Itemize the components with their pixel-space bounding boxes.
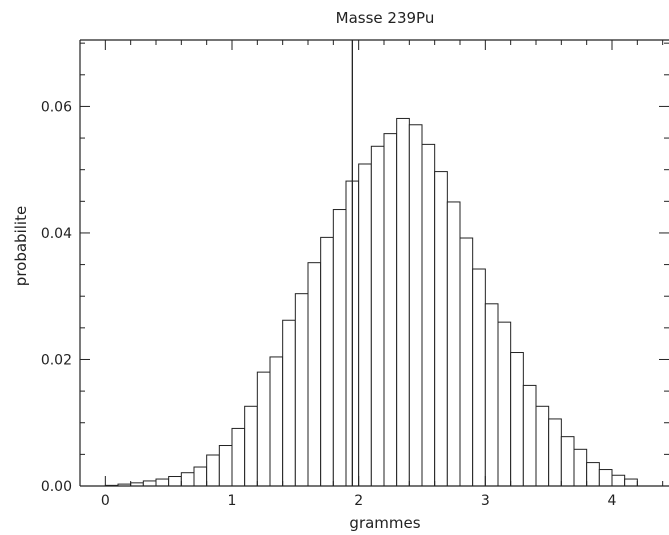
chart-title: Masse 239Pu (336, 9, 435, 27)
histogram-bar (472, 268, 486, 487)
x-tick-label: 3 (481, 493, 490, 509)
histogram-bar (497, 321, 512, 487)
x-tick-label: 2 (354, 493, 363, 509)
axis-ticks (80, 40, 669, 487)
histogram-bar (320, 236, 334, 487)
histogram-bar (218, 445, 233, 487)
histogram-bar (370, 145, 385, 487)
axis-tick-labels: 0 1 2 3 4 0.00 0.02 0.04 0.06 (41, 99, 617, 509)
histogram-bar (560, 436, 575, 487)
histogram-bar (206, 454, 220, 487)
histogram-bar (586, 462, 600, 487)
histogram-bar (231, 427, 246, 487)
histogram-bar (269, 356, 284, 487)
histogram-bar (510, 352, 524, 487)
histogram-bar (282, 319, 296, 487)
histogram-bar (484, 303, 499, 487)
histogram-bar (535, 405, 550, 487)
x-tick-label: 1 (228, 493, 237, 509)
histogram-bars (104, 117, 638, 487)
histogram-bar (522, 384, 537, 487)
y-axis-label: probabilite (12, 206, 30, 286)
histogram-bar (396, 117, 410, 487)
y-tick-label: 0.04 (41, 226, 72, 242)
y-tick-label: 0.06 (41, 99, 72, 115)
histogram-bar (408, 124, 423, 487)
histogram-bar (168, 476, 182, 487)
x-tick-label: 4 (608, 493, 617, 509)
x-axis-label: grammes (349, 514, 420, 532)
histogram-bar (548, 418, 562, 487)
y-tick-label: 0.00 (41, 479, 72, 495)
histogram-bar (256, 371, 271, 487)
histogram-bar (624, 478, 638, 487)
histogram-bar (142, 480, 157, 487)
histogram-bar (155, 478, 170, 487)
histogram-bar (446, 201, 461, 487)
y-tick-label: 0.02 (41, 352, 72, 368)
histogram-bar (598, 469, 613, 487)
plot-frame (79, 39, 669, 487)
histogram-bar (383, 133, 398, 487)
histogram-bar (434, 171, 448, 487)
histogram-bar (294, 293, 309, 487)
histogram-bar (332, 209, 347, 487)
histogram-bar (573, 448, 588, 487)
histogram-bar (307, 262, 322, 487)
histogram-bar (358, 163, 372, 487)
histogram-bar (244, 405, 258, 487)
x-tick-label: 0 (101, 493, 110, 509)
histogram-bar (421, 143, 436, 487)
histogram-bar (193, 466, 208, 487)
histogram-bar (180, 472, 195, 487)
histogram-bar (459, 237, 474, 487)
histogram-bar (611, 474, 626, 487)
